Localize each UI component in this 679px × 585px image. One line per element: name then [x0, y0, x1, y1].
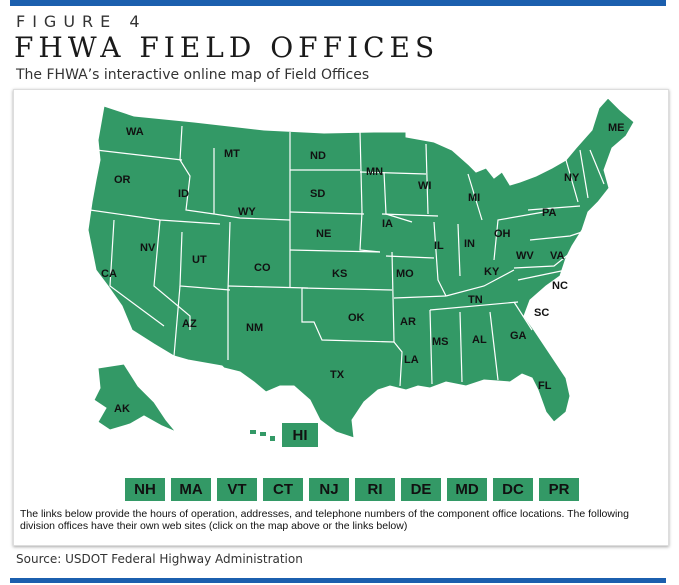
- state-label-ok[interactable]: OK: [348, 312, 365, 324]
- us-map-svg: [87, 97, 635, 439]
- map-note: The links below provide the hours of ope…: [20, 508, 629, 532]
- state-label-wy[interactable]: WY: [238, 206, 256, 218]
- state-label-ut[interactable]: UT: [192, 254, 207, 266]
- state-label-tn[interactable]: TN: [468, 294, 483, 306]
- state-label-wv[interactable]: WV: [516, 250, 534, 262]
- state-button-ma[interactable]: MA: [171, 478, 211, 501]
- state-button-dc[interactable]: DC: [493, 478, 533, 501]
- field-offices-map: WA OR CA ID NV MT WY UT AZ CO NM ND SD N…: [13, 89, 669, 546]
- state-label-ks[interactable]: KS: [332, 268, 348, 280]
- state-label-mo[interactable]: MO: [396, 268, 414, 280]
- state-label-me[interactable]: ME: [608, 122, 625, 134]
- state-label-ia[interactable]: IA: [382, 218, 393, 230]
- state-label-tx[interactable]: TX: [330, 369, 345, 381]
- figure-subtitle: The FHWA’s interactive online map of Fie…: [16, 67, 370, 83]
- state-label-ak[interactable]: AK: [114, 403, 130, 415]
- us-map-body: [87, 97, 635, 439]
- state-label-nc[interactable]: NC: [552, 280, 568, 292]
- state-label-oh[interactable]: OH: [494, 228, 511, 240]
- state-label-mi[interactable]: MI: [468, 192, 481, 204]
- state-label-id[interactable]: ID: [178, 188, 189, 200]
- state-label-ny[interactable]: NY: [564, 172, 580, 184]
- state-label-mt[interactable]: MT: [224, 148, 240, 160]
- state-button-pr[interactable]: PR: [539, 478, 579, 501]
- state-label-mn[interactable]: MN: [366, 166, 384, 178]
- state-label-al[interactable]: AL: [472, 334, 487, 346]
- state-button-de[interactable]: DE: [401, 478, 441, 501]
- state-button-ri[interactable]: RI: [355, 478, 395, 501]
- alaska-shape: [93, 363, 177, 433]
- state-button-md[interactable]: MD: [447, 478, 487, 501]
- state-label-sc[interactable]: SC: [534, 307, 550, 319]
- figure-label: FIGURE 4: [16, 12, 147, 31]
- bottom-rule: [10, 578, 666, 583]
- state-label-ms[interactable]: MS: [432, 336, 449, 348]
- state-label-ne[interactable]: NE: [316, 228, 332, 240]
- state-button-vt[interactable]: VT: [217, 478, 257, 501]
- state-label-la[interactable]: LA: [404, 354, 419, 366]
- state-label-fl[interactable]: FL: [538, 380, 552, 392]
- state-label-co[interactable]: CO: [254, 262, 271, 274]
- state-label-il[interactable]: IL: [434, 240, 444, 252]
- state-borders: [89, 125, 605, 387]
- state-label-ga[interactable]: GA: [510, 330, 527, 342]
- source-note: Source: USDOT Federal Highway Administra…: [16, 552, 303, 566]
- state-button-ct[interactable]: CT: [263, 478, 303, 501]
- state-label-nv[interactable]: NV: [140, 242, 156, 254]
- state-label-pa[interactable]: PA: [542, 207, 557, 219]
- state-label-in[interactable]: IN: [464, 238, 475, 250]
- state-label-ky[interactable]: KY: [484, 266, 500, 278]
- state-label-ar[interactable]: AR: [400, 316, 416, 328]
- top-rule: [10, 0, 666, 6]
- state-label-wi[interactable]: WI: [418, 180, 432, 192]
- state-button-nj[interactable]: NJ: [309, 478, 349, 501]
- state-label-az[interactable]: AZ: [182, 318, 197, 330]
- state-label-ca[interactable]: CA: [101, 268, 117, 280]
- state-label-nm[interactable]: NM: [246, 322, 264, 334]
- state-label-nd[interactable]: ND: [310, 150, 326, 162]
- state-label-wa[interactable]: WA: [126, 126, 144, 138]
- state-label-sd[interactable]: SD: [310, 188, 326, 200]
- state-label-va[interactable]: VA: [550, 250, 565, 262]
- small-state-buttons: NH MA VT CT NJ RI DE MD DC PR: [125, 478, 579, 501]
- state-label-or[interactable]: OR: [114, 174, 131, 186]
- state-button-nh[interactable]: NH: [125, 478, 165, 501]
- hawaii-button[interactable]: HI: [282, 423, 318, 447]
- figure-title: FHWA FIELD OFFICES: [14, 31, 440, 64]
